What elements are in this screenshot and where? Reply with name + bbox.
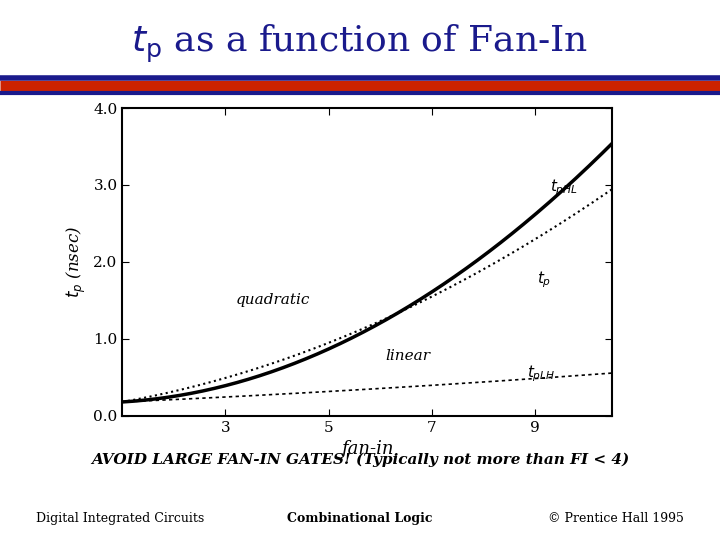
Text: $t_p$: $t_p$ (537, 269, 552, 290)
Text: $\it{t}_{\rm{p}}$ as a function of Fan-In: $\it{t}_{\rm{p}}$ as a function of Fan-I… (132, 23, 588, 65)
X-axis label: fan-in: fan-in (341, 440, 393, 458)
Text: Digital Integrated Circuits: Digital Integrated Circuits (36, 512, 204, 525)
Text: $t_{pLH}$: $t_{pLH}$ (527, 363, 555, 384)
Text: quadratic: quadratic (235, 293, 310, 307)
Y-axis label: $t_p$ (nsec): $t_p$ (nsec) (65, 226, 88, 298)
Text: Combinational Logic: Combinational Logic (287, 512, 433, 525)
Text: $t_{pHL}$: $t_{pHL}$ (550, 177, 578, 198)
Text: © Prentice Hall 1995: © Prentice Hall 1995 (548, 512, 684, 525)
Text: AVOID LARGE FAN-IN GATES! (Typically not more than FI < 4): AVOID LARGE FAN-IN GATES! (Typically not… (91, 453, 629, 467)
Text: linear: linear (385, 349, 431, 363)
